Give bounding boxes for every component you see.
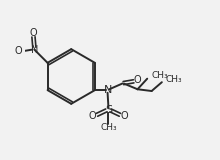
Text: CH₃: CH₃ (166, 75, 182, 84)
Text: CH₃: CH₃ (151, 71, 168, 80)
Text: CH₃: CH₃ (100, 123, 117, 132)
Text: N: N (103, 85, 112, 95)
Text: O: O (30, 28, 37, 38)
Text: O: O (121, 111, 128, 121)
Text: N: N (31, 45, 38, 55)
Text: O: O (89, 111, 96, 121)
Text: O: O (15, 46, 22, 56)
Text: S: S (105, 105, 112, 115)
Text: O: O (133, 76, 141, 85)
